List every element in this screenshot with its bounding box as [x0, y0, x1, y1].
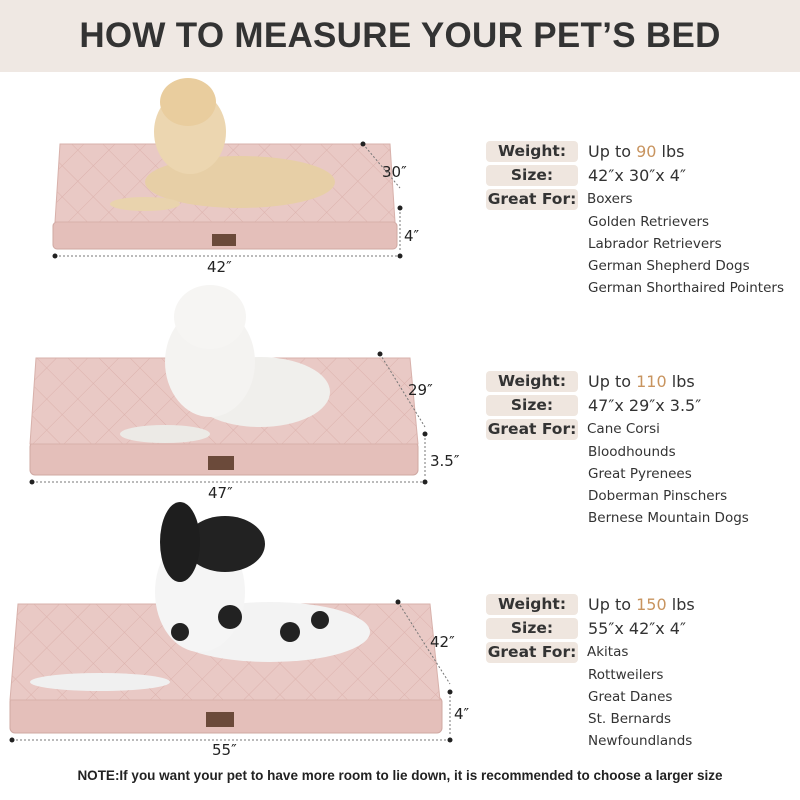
great-for-label: Great For: [486, 418, 578, 440]
brand-tag-icon [206, 712, 234, 727]
bed1-width: 42″ [207, 258, 232, 276]
page-title: HOW TO MEASURE YOUR PET’S BED [79, 16, 721, 55]
weight-value: Up to 90 lbs [588, 141, 685, 161]
weight-label: Weight: [486, 140, 578, 162]
breed: Rottweilers [588, 667, 664, 683]
bed1-height: 4″ [404, 227, 420, 245]
breed: Doberman Pinschers [588, 488, 728, 504]
brand-tag-icon [208, 456, 234, 470]
bed2-height: 3.5″ [430, 452, 460, 470]
breed: Cane Corsi [587, 421, 660, 437]
great-for-label: Great For: [486, 641, 578, 663]
breed: Boxers [587, 191, 633, 207]
weight-label: Weight: [486, 370, 578, 392]
bed3-info: Weight: Up to 150 lbs Size: 55″x 42″x 4″ G… [486, 592, 796, 752]
size-value: 47″x 29″x 3.5″ [588, 395, 702, 415]
weight-label: Weight: [486, 593, 578, 615]
breed: Akitas [587, 644, 629, 660]
bed2-width: 47″ [208, 484, 233, 502]
bed-small [52, 78, 398, 250]
bed3-width: 55″ [212, 741, 237, 759]
breed: Great Danes [588, 689, 673, 705]
bed-large [9, 502, 443, 734]
bed2-info: Weight: Up to 110 lbs Size: 47″x 29″x 3.5″… [486, 369, 796, 529]
breed: German Shepherd Dogs [588, 258, 750, 274]
bed-medium [29, 285, 419, 476]
dog-great-dane [30, 502, 370, 691]
dog-pyrenees [120, 285, 330, 443]
bed1-depth: 30″ [382, 163, 407, 181]
size-value: 42″x 30″x 4″ [588, 165, 686, 185]
bed3-depth: 42″ [430, 633, 455, 651]
header: HOW TO MEASURE YOUR PET’S BED [0, 0, 800, 72]
brand-tag-icon [212, 234, 236, 246]
footer-note: NOTE:If you want your pet to have more r… [77, 768, 723, 783]
breed: German Shorthaired Pointers [588, 280, 784, 296]
breed: Newfoundlands [588, 733, 693, 749]
bed2-depth: 29″ [408, 381, 433, 399]
beds-illustration [9, 78, 453, 743]
size-label: Size: [486, 164, 578, 186]
great-for-label: Great For: [486, 188, 578, 210]
weight-value: Up to 150 lbs [588, 594, 695, 614]
size-label: Size: [486, 394, 578, 416]
breed: Great Pyrenees [588, 466, 692, 482]
breed: Bernese Mountain Dogs [588, 510, 749, 526]
breed: Golden Retrievers [588, 214, 710, 230]
breed: St. Bernards [588, 711, 672, 727]
bed1-info: Weight: Up to 90 lbs Size: 42″x 30″x 4″ Gr… [486, 139, 796, 299]
bed3-height: 4″ [454, 705, 470, 723]
weight-value: Up to 110 lbs [588, 371, 695, 391]
size-value: 55″x 42″x 4″ [588, 618, 686, 638]
size-label: Size: [486, 617, 578, 639]
breed: Labrador Retrievers [588, 236, 722, 252]
dog-labrador [110, 78, 335, 211]
breed: Bloodhounds [588, 444, 676, 460]
